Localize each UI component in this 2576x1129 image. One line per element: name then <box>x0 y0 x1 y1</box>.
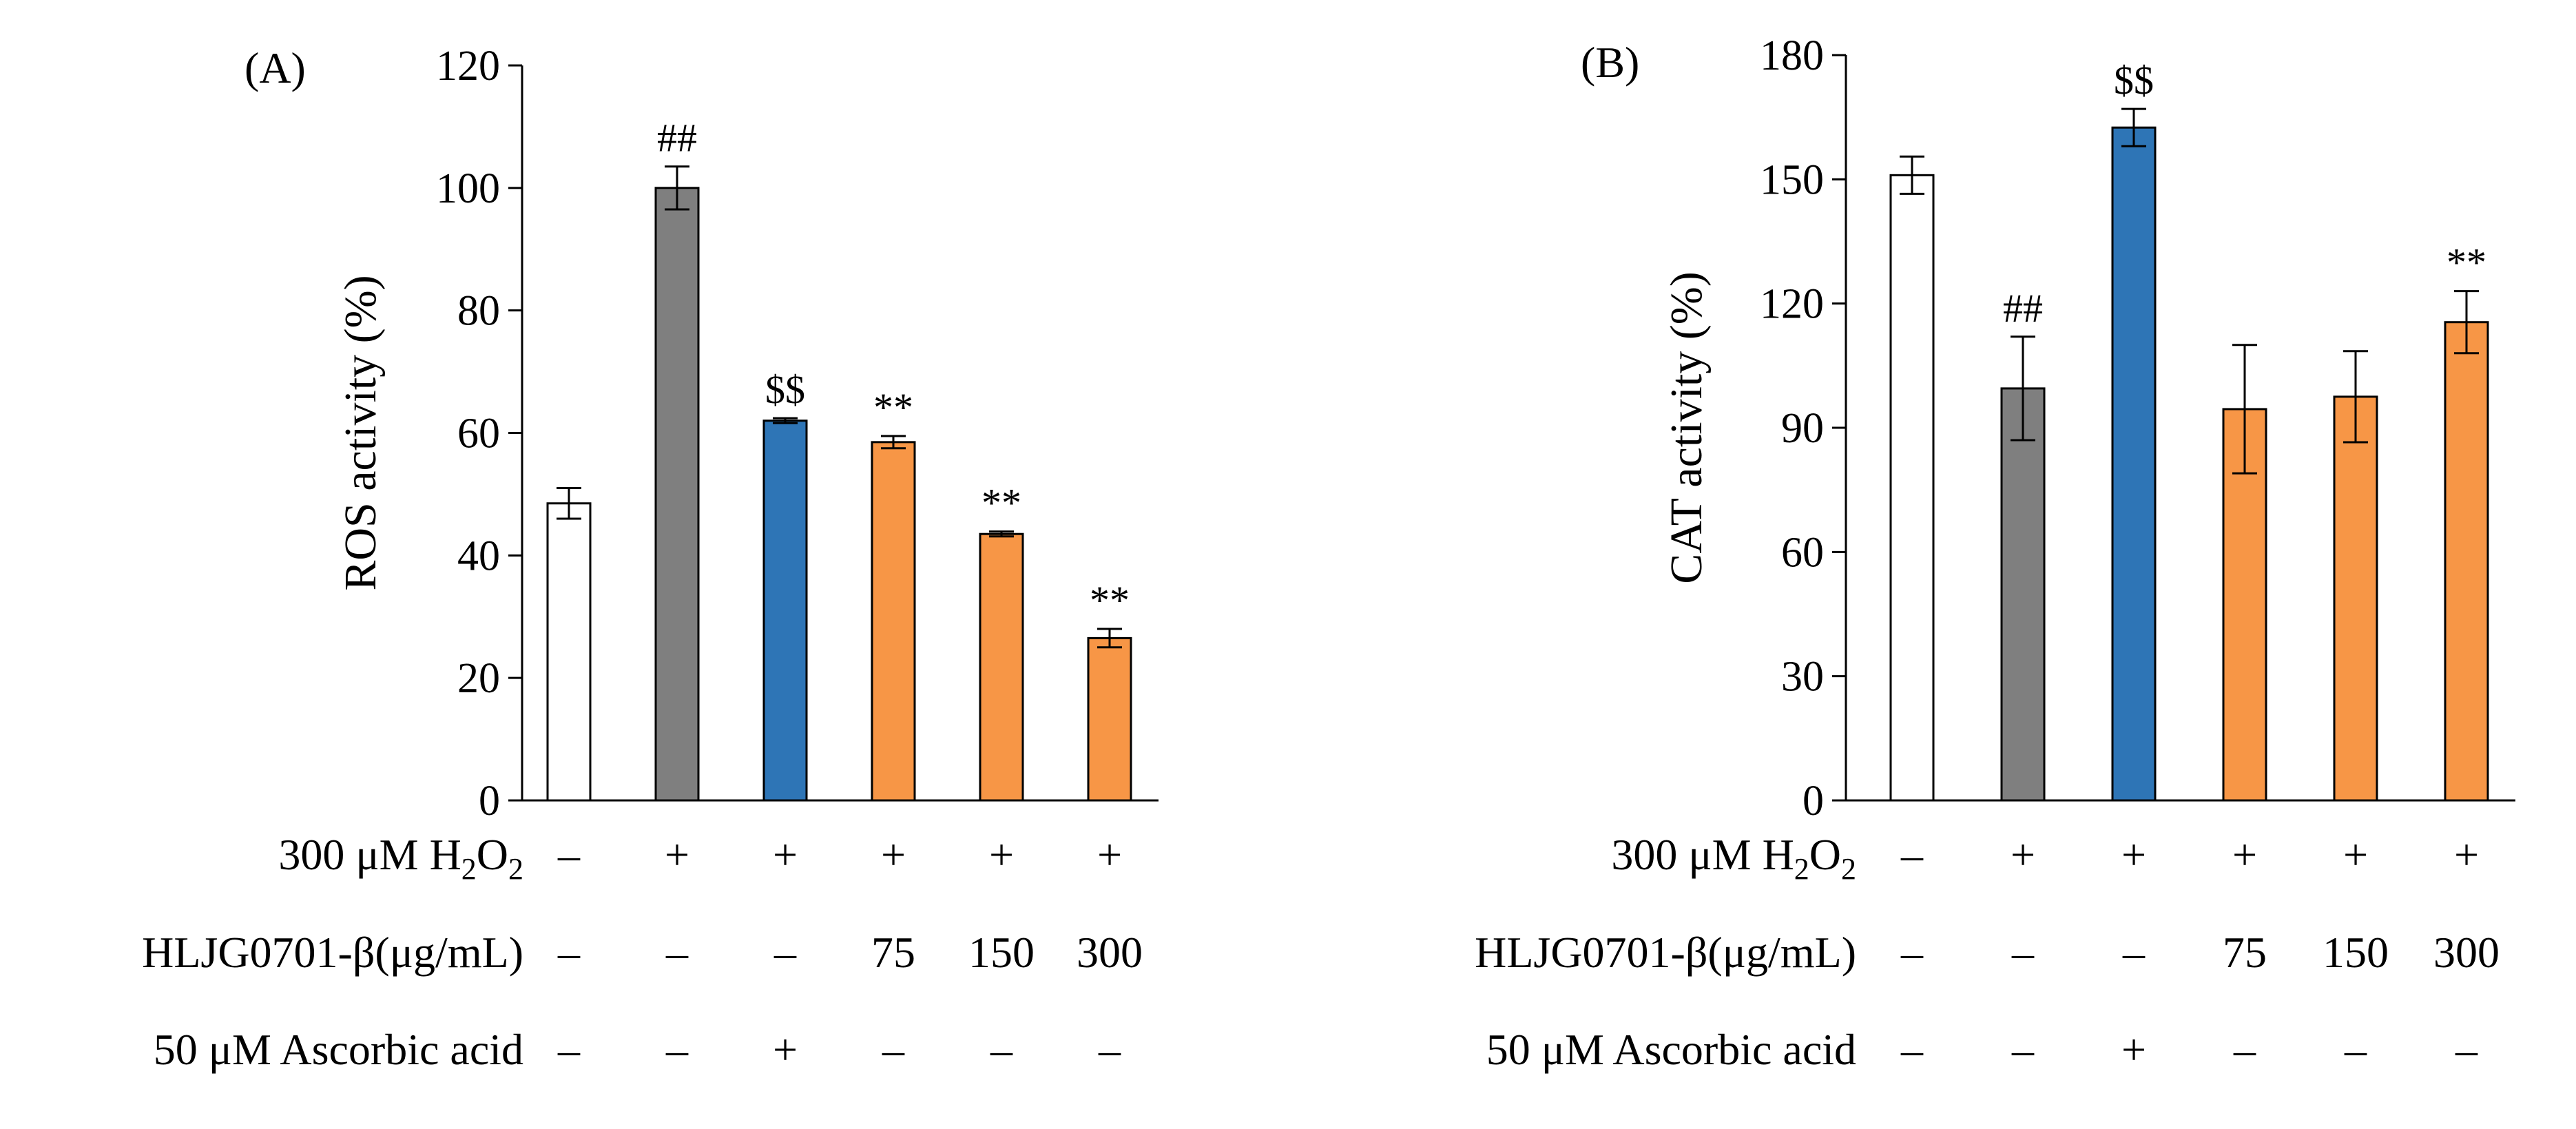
condition-value: – <box>1900 830 1924 879</box>
error-bar <box>881 435 906 450</box>
panel-label: (B) <box>1581 38 1639 87</box>
condition-value: – <box>2122 928 2146 977</box>
condition-value: – <box>2011 928 2035 977</box>
condition-value: + <box>2454 830 2479 879</box>
condition-value: – <box>773 928 797 977</box>
condition-value: + <box>773 830 798 879</box>
error-bar <box>2011 335 2035 442</box>
y-tick-label: 0 <box>1803 778 1824 825</box>
bar <box>546 502 592 802</box>
condition-value: – <box>557 928 581 977</box>
condition-value: 75 <box>871 928 915 977</box>
y-tick-label: 100 <box>436 165 500 212</box>
chart-panel-a: (A) ROS activity (%) 0 20 40 60 80 100 120 ## $$ **… <box>142 43 1159 1074</box>
condition-value: – <box>557 830 581 879</box>
error-bar <box>1097 628 1122 649</box>
y-tick-label: 60 <box>1781 529 1824 576</box>
condition-value: + <box>2121 830 2146 879</box>
bar <box>1087 636 1132 802</box>
condition-value: – <box>990 1025 1013 1074</box>
condition-value: – <box>1098 1025 1121 1074</box>
significance-label: $$ <box>765 367 805 412</box>
bar <box>762 420 808 802</box>
significance-label: ## <box>2003 286 2043 331</box>
condition-value: 150 <box>968 928 1035 977</box>
condition-value: + <box>2232 830 2257 879</box>
y-tick-label: 30 <box>1781 654 1824 701</box>
panel-label: (A) <box>245 43 306 92</box>
condition-value: – <box>557 1025 581 1074</box>
bar <box>1889 174 1935 802</box>
error-bar <box>557 487 581 520</box>
chart-panel-b: (B) CAT activity (%) 0 30 60 90 120 150 180 ## $$ *… <box>1475 32 2515 1074</box>
condition-label: 300 μM H2O2 <box>278 830 523 886</box>
significance-label: ** <box>1090 578 1130 623</box>
bar <box>2111 126 2157 802</box>
error-bar <box>2343 350 2368 444</box>
condition-value: + <box>2121 1025 2146 1074</box>
condition-value: + <box>989 830 1014 879</box>
condition-label: 50 μM Ascorbic acid <box>1486 1025 1856 1074</box>
condition-value: – <box>882 1025 905 1074</box>
significance-label: ** <box>873 385 913 430</box>
error-bar <box>2232 344 2257 475</box>
error-bar <box>989 530 1014 538</box>
condition-value: + <box>2343 830 2368 879</box>
condition-value: – <box>2455 1025 2478 1074</box>
condition-value: + <box>665 830 689 879</box>
significance-label: $$ <box>2114 58 2154 103</box>
y-tick-label: 20 <box>457 655 500 702</box>
y-axis-title: ROS activity (%) <box>335 275 386 590</box>
significance-label: ** <box>2447 240 2486 285</box>
condition-value: – <box>2344 1025 2367 1074</box>
condition-label: 50 μM Ascorbic acid <box>154 1025 523 1074</box>
bar <box>2333 395 2378 802</box>
y-axis-title: CAT activity (%) <box>1661 271 1712 583</box>
condition-label: HLJG0701-β(μg/mL) <box>1475 928 1856 977</box>
error-bar <box>773 417 798 424</box>
bar <box>2000 387 2046 802</box>
significance-label: ** <box>981 481 1021 526</box>
y-tick-label: 0 <box>479 778 500 825</box>
bar <box>871 441 916 802</box>
bar <box>979 532 1024 802</box>
error-bar <box>2121 107 2146 147</box>
error-bar <box>665 165 689 211</box>
condition-value: + <box>2011 830 2035 879</box>
condition-value: 300 <box>2433 928 2500 977</box>
condition-value: – <box>2011 1025 2035 1074</box>
condition-label: 300 μM H2O2 <box>1611 830 1856 886</box>
condition-label: HLJG0701-β(μg/mL) <box>142 928 523 977</box>
y-tick-label: 40 <box>457 532 500 579</box>
condition-value: + <box>881 830 906 879</box>
condition-value: – <box>1900 1025 1924 1074</box>
error-bar <box>2454 290 2479 355</box>
condition-value: – <box>1900 928 1924 977</box>
error-bar <box>1900 155 1924 195</box>
y-tick-label: 80 <box>457 288 500 335</box>
y-tick-label: 180 <box>1760 32 1824 79</box>
bar <box>654 187 700 802</box>
condition-value: – <box>665 928 689 977</box>
bar <box>2444 321 2489 802</box>
bar <box>2222 408 2267 802</box>
y-tick-label: 90 <box>1781 405 1824 452</box>
condition-value: 150 <box>2323 928 2389 977</box>
condition-value: + <box>773 1025 798 1074</box>
significance-label: ## <box>657 116 697 160</box>
y-tick-label: 60 <box>457 411 500 457</box>
y-tick-label: 120 <box>436 43 500 90</box>
condition-value: 300 <box>1077 928 1143 977</box>
condition-value: 75 <box>2223 928 2267 977</box>
condition-value: – <box>2233 1025 2256 1074</box>
y-tick-label: 150 <box>1760 156 1824 203</box>
y-tick-label: 120 <box>1760 281 1824 328</box>
condition-value: + <box>1097 830 1122 879</box>
condition-value: – <box>665 1025 689 1074</box>
